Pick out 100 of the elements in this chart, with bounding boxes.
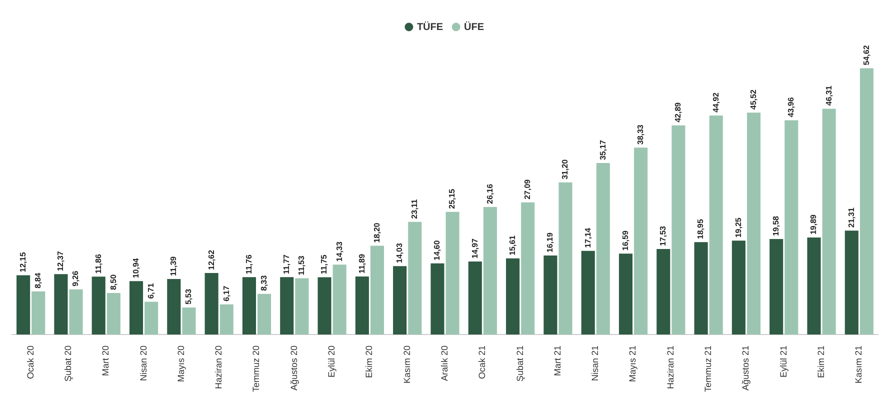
x-tick-label: Nisan 20 xyxy=(138,345,148,382)
legend-label: ÜFE xyxy=(464,20,484,33)
x-tick-label: Haziran 20 xyxy=(214,345,224,390)
data-label: 11,89 xyxy=(357,253,366,274)
bar xyxy=(355,276,369,334)
data-label: 11,75 xyxy=(320,254,329,274)
bar xyxy=(844,230,858,334)
data-label: 54,62 xyxy=(862,44,871,66)
x-tick-label: Ekim 20 xyxy=(364,345,374,378)
legend-label: TÜFE xyxy=(416,20,444,33)
bar xyxy=(672,125,686,334)
data-label: 6,17 xyxy=(222,285,231,302)
bar xyxy=(634,148,648,334)
data-label: 25,15 xyxy=(448,188,457,209)
bar xyxy=(182,308,196,334)
data-label: 31,20 xyxy=(560,158,570,180)
bar xyxy=(204,272,218,334)
data-label: 11,39 xyxy=(169,256,178,276)
data-label: 46,31 xyxy=(824,85,834,106)
x-tick-label: Ekim 21 xyxy=(816,345,826,378)
bar xyxy=(54,274,68,334)
bar xyxy=(468,262,482,334)
bar xyxy=(784,120,798,334)
data-label: 12,15 xyxy=(18,252,28,272)
x-tick-label: Kasım 21 xyxy=(854,345,864,384)
bar xyxy=(709,116,723,334)
bar xyxy=(746,112,761,334)
data-label: 18,95 xyxy=(696,218,706,240)
data-label: 45,52 xyxy=(748,89,758,110)
bar xyxy=(694,242,708,334)
bar xyxy=(807,238,821,334)
x-tick-label: Şubat 20 xyxy=(62,345,73,382)
bar xyxy=(129,281,144,334)
x-tick-label: Haziran 21 xyxy=(665,345,676,390)
data-label: 17,53 xyxy=(658,225,668,246)
data-label: 11,53 xyxy=(297,255,306,276)
data-label: 44,92 xyxy=(711,92,720,113)
bar xyxy=(69,289,83,334)
data-label: 23,11 xyxy=(410,198,420,219)
data-label: 9,26 xyxy=(71,270,80,286)
data-label: 14,60 xyxy=(432,240,442,260)
x-tick-label: Ocak 21 xyxy=(477,345,488,380)
bar xyxy=(257,294,272,334)
bar xyxy=(618,254,633,334)
bar xyxy=(280,277,294,334)
bar xyxy=(393,266,407,334)
x-tick-label: Ağustos 21 xyxy=(740,345,751,391)
data-label: 12,62 xyxy=(206,249,216,270)
data-label: 8,50 xyxy=(108,274,118,290)
bar xyxy=(581,250,595,334)
x-tick-label: Kasım 20 xyxy=(402,345,412,384)
bar xyxy=(656,249,670,334)
bar xyxy=(167,278,181,334)
data-label: 6,71 xyxy=(146,282,156,299)
bar xyxy=(822,108,836,334)
data-label: 14,33 xyxy=(334,241,344,262)
data-label: 12,37 xyxy=(56,250,66,272)
x-tick-label: Eylül 20 xyxy=(326,345,337,378)
bar xyxy=(430,263,444,334)
data-label: 38,33 xyxy=(636,124,645,145)
data-label: 26,16 xyxy=(485,183,494,204)
data-label: 10,94 xyxy=(131,258,140,278)
data-label: 16,19 xyxy=(546,232,555,253)
bar xyxy=(92,276,106,334)
data-label: 17,14 xyxy=(583,227,592,248)
data-label: 43,96 xyxy=(786,96,796,118)
bar xyxy=(318,277,332,334)
data-label: 11,86 xyxy=(94,254,103,274)
x-tick-label: Eylül 21 xyxy=(778,345,788,378)
data-label: 21,31 xyxy=(846,207,856,228)
x-tick-label: Nisan 21 xyxy=(590,345,600,382)
x-tick-label: Temmuz 21 xyxy=(703,345,714,392)
x-tick-label: Mayıs 20 xyxy=(176,345,186,382)
bar xyxy=(770,239,784,334)
data-label: 19,25 xyxy=(734,217,743,238)
data-label: 5,53 xyxy=(184,288,194,305)
x-tick-label: Mart 20 xyxy=(100,345,111,376)
x-tick-label: Mayıs 21 xyxy=(628,345,638,382)
bar xyxy=(446,212,460,334)
data-label: 11,77 xyxy=(282,254,292,274)
data-label: 15,61 xyxy=(508,234,517,256)
bar xyxy=(860,68,874,334)
data-label: 8,84 xyxy=(34,272,43,288)
bar xyxy=(596,163,610,334)
bar xyxy=(370,246,384,334)
bar xyxy=(144,302,158,334)
bar xyxy=(558,182,572,334)
bar xyxy=(732,240,746,334)
bar xyxy=(295,278,309,334)
data-label: 14,03 xyxy=(395,242,404,264)
x-tick-label: Ocak 20 xyxy=(25,345,36,380)
bar xyxy=(332,264,346,334)
data-label: 42,89 xyxy=(674,102,683,122)
data-label: 18,20 xyxy=(372,222,382,243)
data-label: 14,97 xyxy=(470,238,480,259)
bar xyxy=(408,222,422,334)
x-tick-label: Temmuz 20 xyxy=(251,345,262,392)
x-tick-label: Şubat 21 xyxy=(514,345,525,382)
bar xyxy=(220,304,234,334)
data-label: 35,17 xyxy=(598,139,608,160)
